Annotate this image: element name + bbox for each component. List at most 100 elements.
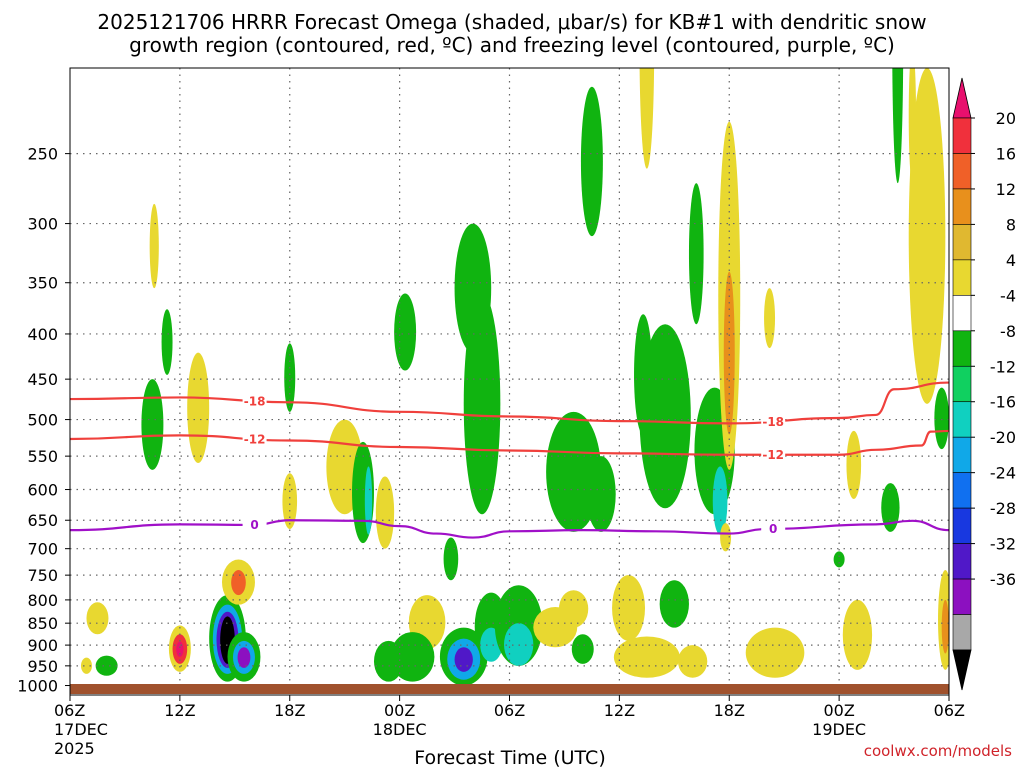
contour-label-bg <box>761 521 786 536</box>
omega-shaded-region <box>231 569 246 596</box>
colorbar-swatch <box>952 436 972 473</box>
omega-shaded-region <box>639 324 691 509</box>
contour-label: -12 <box>244 432 266 446</box>
omega-shaded-region <box>176 641 184 657</box>
y-tick-label: 700 <box>27 540 58 559</box>
y-tick-label: 950 <box>27 657 58 676</box>
omega-shaded-region <box>149 203 159 289</box>
colorbar-label: -12 <box>990 357 1016 376</box>
y-tick-label: 800 <box>27 591 58 610</box>
omega-shaded-region <box>95 655 118 676</box>
x-tick-label: 12Z <box>164 701 195 720</box>
omega-shaded-region <box>394 293 417 371</box>
contour-label: 0 <box>769 522 777 536</box>
colorbar-swatch <box>952 578 972 615</box>
x-tick-year-label: 2025 <box>54 739 95 758</box>
y-tick-label: 1000 <box>17 677 58 696</box>
omega-shaded-region <box>375 476 395 549</box>
contour-line <box>70 519 949 539</box>
colorbar-swatch <box>952 188 972 225</box>
x-tick-label: 06Z <box>934 701 965 720</box>
contour-layer: -18 -18 -12 -12 0 0 <box>70 381 949 539</box>
omega-shaded-region <box>187 352 210 464</box>
x-tick-label: 06Z <box>494 701 525 720</box>
omega-shaded-region <box>454 647 473 672</box>
omega-shaded-region <box>86 602 109 635</box>
omega-shaded-region <box>941 599 949 654</box>
x-tick-date-label: 19DEC <box>812 720 866 739</box>
plot-area: -18 -18 -12 -12 0 0 <box>70 68 949 695</box>
omega-shaded-region <box>373 640 404 682</box>
omega-shaded-region <box>723 271 735 435</box>
contour-label: 0 <box>250 518 258 532</box>
omega-shaded-region <box>677 645 708 678</box>
contour-label-bg <box>242 517 267 532</box>
colorbar-swatch <box>952 330 972 367</box>
omega-shaded-region <box>612 575 646 641</box>
y-tick-label: 750 <box>27 566 58 585</box>
colorbar-label: 20 <box>996 109 1016 128</box>
omega-shaded-region <box>846 430 862 500</box>
omega-shaded-region <box>580 86 603 237</box>
omega-shaded-region <box>282 473 298 529</box>
colorbar-label: -20 <box>990 428 1016 447</box>
colorbar-swatch <box>952 614 972 651</box>
colorbar-swatch <box>952 365 972 403</box>
omega-shaded-region <box>908 68 946 404</box>
colorbar-swatch <box>952 117 972 154</box>
contour-line <box>70 381 949 425</box>
contour-label-bg <box>761 414 786 429</box>
x-axis-label: Forecast Time (UTC) <box>414 747 605 768</box>
omega-shaded-region <box>586 456 616 532</box>
omega-shaded-region <box>161 309 173 375</box>
omega-shaded-region <box>454 223 492 353</box>
chart-title-line-1: 2025121706 HRRR Forecast Omega (shaded, … <box>97 10 926 34</box>
colorbar-bottom-arrow <box>952 649 972 691</box>
colorbar-label: 12 <box>996 180 1016 199</box>
y-axis-pressure: 250 300 350 400 450 500 550 600 650 700 750 800 850 9… <box>17 145 70 696</box>
x-tick-label: 18Z <box>714 701 745 720</box>
x-tick-label: 00Z <box>384 701 415 720</box>
x-tick-label: 06Z <box>54 701 85 720</box>
colorbar-swatch <box>952 224 972 261</box>
y-tick-label: 400 <box>27 325 58 344</box>
omega-shaded-region <box>720 523 732 552</box>
x-tick-label: 18Z <box>274 701 305 720</box>
colorbar-label: -24 <box>990 464 1016 483</box>
omega-shaded-region <box>558 590 589 628</box>
y-tick-label: 250 <box>27 145 58 164</box>
omega-shaded-region <box>443 537 459 581</box>
y-tick-label: 350 <box>27 274 58 293</box>
y-tick-label: 850 <box>27 614 58 633</box>
omega-shaded-region <box>833 551 845 568</box>
omega-shaded-region <box>842 599 873 670</box>
colorbar-swatch <box>952 507 972 544</box>
colorbar-swatch <box>952 153 972 190</box>
omega-shaded-region <box>80 657 92 674</box>
x-tick-date-label: 18DEC <box>373 720 427 739</box>
omega-shaded-region <box>613 636 680 678</box>
grid-lines <box>70 68 949 695</box>
omega-shaded-region <box>571 634 594 664</box>
y-tick-label: 450 <box>27 370 58 389</box>
contour-label-bg <box>242 431 267 446</box>
omega-shaded-region <box>764 288 776 349</box>
omega-shaded-region <box>364 466 373 535</box>
colorbar-label: -28 <box>990 499 1016 518</box>
colorbar-label: -36 <box>990 570 1016 589</box>
colorbar-top-arrow <box>952 77 972 119</box>
colorbar-label: 8 <box>1006 215 1016 234</box>
contour-label-bg <box>242 393 267 408</box>
colorbar-swatch <box>952 543 972 580</box>
y-tick-label: 550 <box>27 447 58 466</box>
omega-shaded-region <box>284 343 296 412</box>
colorbar-label: 16 <box>996 144 1016 163</box>
x-tick-date-label: 17DEC <box>54 720 108 739</box>
y-tick-label: 300 <box>27 215 58 234</box>
colorbar-label: -32 <box>990 535 1016 554</box>
credit-text: coolwx.com/models <box>864 742 1012 760</box>
colorbar-label: -4 <box>1000 286 1016 305</box>
omega-shaded-region <box>934 387 949 450</box>
